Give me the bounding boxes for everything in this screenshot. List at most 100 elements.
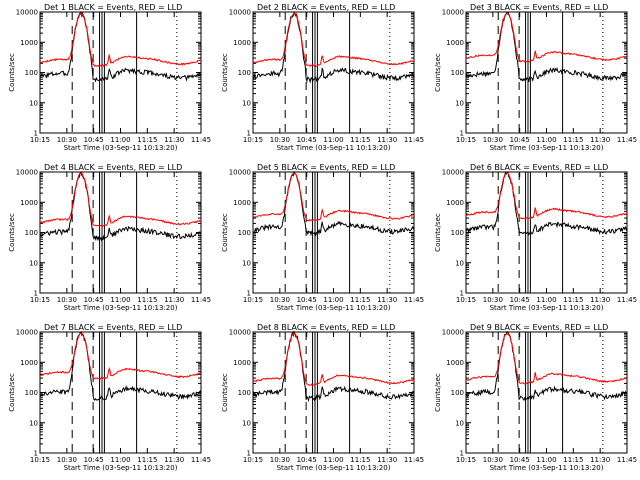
y-tick-label: 1 [34, 290, 38, 298]
x-tick-label: 11:45 [617, 296, 637, 304]
y-tick-label: 100 [25, 389, 38, 397]
x-tick-label: 10:15 [30, 136, 50, 144]
x-tick-label: 10:15 [456, 456, 476, 464]
y-tick-label: 1 [247, 130, 251, 138]
y-tick-label: 10 [455, 99, 464, 107]
x-tick-label: 10:15 [456, 296, 476, 304]
x-tick-label: 10:15 [30, 296, 50, 304]
x-tick-label: 11:30 [590, 296, 610, 304]
y-axis-label: Counts/sec [8, 213, 16, 252]
x-tick-label: 11:30 [377, 136, 397, 144]
series-lld-line [465, 172, 628, 220]
x-tick-label: 11:15 [350, 296, 370, 304]
chart-panel: Det 8 BLACK = Events, RED = LLD 1 10 100 100… [221, 323, 424, 472]
x-tick-label: 10:45 [510, 296, 530, 304]
x-tick-label: 10:30 [57, 136, 77, 144]
x-tick-label: 10:45 [297, 456, 317, 464]
chart-panel: Det 2 BLACK = Events, RED = LLD 1 10 100 100… [221, 3, 424, 152]
x-tick-label: 11:45 [617, 456, 637, 464]
x-tick-label: 10:45 [510, 136, 530, 144]
x-tick-label: 11:15 [350, 456, 370, 464]
x-tick-label: 10:45 [297, 136, 317, 144]
x-tick-label: 11:00 [110, 136, 130, 144]
y-tick-label: 100 [238, 229, 251, 237]
y-tick-label: 1000 [446, 359, 464, 367]
series-events-line [465, 11, 628, 83]
x-tick-label: 10:30 [483, 136, 503, 144]
x-tick-label: 11:00 [323, 456, 343, 464]
x-tick-label: 10:45 [84, 456, 104, 464]
y-tick-label: 1 [247, 450, 251, 458]
y-tick-label: 10 [29, 419, 38, 427]
y-tick-label: 10 [455, 259, 464, 267]
chart-panel: Det 4 BLACK = Events, RED = LLD 1 10 100 100… [8, 163, 211, 312]
y-axis-label: Counts/sec [434, 53, 442, 92]
x-tick-label: 11:30 [590, 456, 610, 464]
chart-title: Det 3 BLACK = Events, RED = LLD [470, 3, 608, 12]
series-lld-line [252, 173, 415, 222]
chart-title: Det 9 BLACK = Events, RED = LLD [470, 323, 608, 332]
x-tick-label: 11:30 [377, 296, 397, 304]
y-tick-label: 100 [451, 229, 464, 237]
x-tick-label: 11:15 [137, 456, 157, 464]
x-tick-label: 11:45 [617, 136, 637, 144]
chart-panel: Det 1 BLACK = Events, RED = LLD 1 10 100 100… [8, 3, 211, 152]
chart-title: Det 8 BLACK = Events, RED = LLD [257, 323, 395, 332]
y-tick-label: 10 [242, 419, 251, 427]
x-axis-label: Start Time (03-Sep-11 10:13:20) [277, 304, 391, 312]
x-axis-label: Start Time (03-Sep-11 10:13:20) [64, 144, 178, 152]
x-tick-label: 11:30 [377, 456, 397, 464]
series-events-line [252, 330, 415, 403]
x-tick-label: 10:15 [30, 456, 50, 464]
x-tick-label: 11:30 [164, 296, 184, 304]
y-tick-label: 1 [460, 130, 464, 138]
x-tick-label: 10:15 [243, 296, 263, 304]
x-axis-label: Start Time (03-Sep-11 10:13:20) [490, 304, 604, 312]
y-tick-label: 10 [455, 419, 464, 427]
x-axis-label: Start Time (03-Sep-11 10:13:20) [277, 464, 391, 472]
y-tick-label: 1 [34, 450, 38, 458]
series-lld-line [252, 332, 415, 386]
chart-title: Det 1 BLACK = Events, RED = LLD [44, 3, 182, 12]
series-lld-line [39, 332, 202, 380]
x-tick-label: 11:15 [563, 456, 583, 464]
series-lld-line [39, 12, 202, 68]
y-tick-label: 10000 [16, 329, 38, 337]
y-tick-label: 1000 [233, 199, 251, 207]
x-tick-label: 11:30 [590, 136, 610, 144]
chart-panel: Det 6 BLACK = Events, RED = LLD 1 10 100 100… [434, 163, 637, 312]
x-tick-label: 11:00 [110, 456, 130, 464]
y-tick-label: 1 [34, 130, 38, 138]
x-tick-label: 11:30 [164, 456, 184, 464]
x-tick-label: 10:45 [297, 296, 317, 304]
y-axis-label: Counts/sec [8, 53, 16, 92]
x-tick-label: 10:30 [270, 136, 290, 144]
chart-panel: Det 7 BLACK = Events, RED = LLD 1 10 100 100… [8, 323, 211, 472]
y-tick-label: 1000 [20, 39, 38, 47]
x-tick-label: 11:00 [536, 296, 556, 304]
series-events-line [253, 10, 415, 84]
x-tick-label: 11:45 [404, 456, 424, 464]
series-lld-line [465, 332, 628, 385]
y-tick-label: 10 [29, 99, 38, 107]
x-tick-label: 11:30 [164, 136, 184, 144]
y-tick-label: 1000 [446, 39, 464, 47]
y-tick-label: 10000 [442, 329, 464, 337]
x-tick-label: 10:45 [84, 296, 104, 304]
x-tick-label: 11:00 [110, 296, 130, 304]
chart-title: Det 4 BLACK = Events, RED = LLD [44, 163, 182, 172]
x-tick-label: 10:45 [84, 136, 104, 144]
x-tick-label: 10:30 [57, 296, 77, 304]
chart-panel: Det 9 BLACK = Events, RED = LLD 1 10 100 100… [434, 323, 637, 472]
x-tick-label: 10:30 [270, 296, 290, 304]
x-tick-label: 10:15 [243, 136, 263, 144]
x-axis-label: Start Time (03-Sep-11 10:13:20) [490, 464, 604, 472]
x-tick-label: 11:45 [191, 456, 211, 464]
y-axis-label: Counts/sec [221, 53, 229, 92]
y-tick-label: 1 [460, 290, 464, 298]
y-tick-label: 1000 [233, 359, 251, 367]
x-tick-label: 11:45 [404, 136, 424, 144]
series-events-line [39, 171, 202, 242]
x-axis-label: Start Time (03-Sep-11 10:13:20) [277, 144, 391, 152]
